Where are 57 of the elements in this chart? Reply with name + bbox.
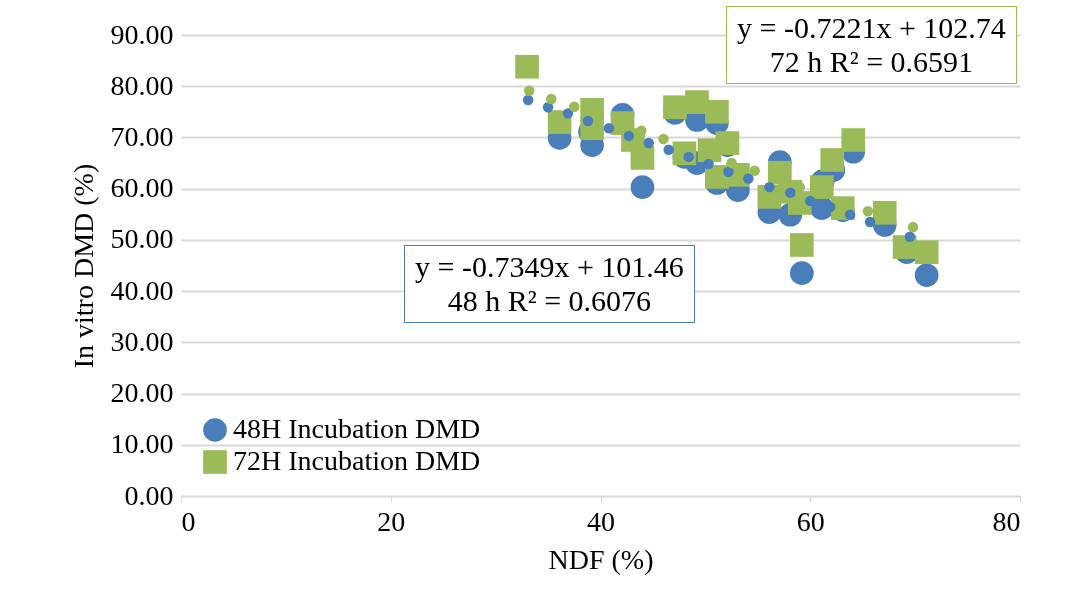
point [630,146,655,170]
point [790,233,814,257]
point [904,231,916,243]
y-tick-label: 30.00 [110,325,174,357]
point [809,175,834,199]
y-tick-label: 50.00 [110,223,174,255]
point [790,261,814,285]
point [523,85,535,97]
point [914,240,939,265]
point [723,166,734,177]
point [582,115,594,127]
point [643,137,654,149]
point [703,158,714,170]
point [764,181,775,193]
x-tick-label: 60 [796,505,825,537]
y-tick-label: 80.00 [110,69,174,101]
point [630,175,655,199]
y-axis-title: In vitro DMD (%) [67,163,99,369]
point [872,200,897,225]
point [864,216,876,228]
point [569,101,580,112]
point [705,100,729,124]
point [663,95,687,120]
y-tick-label: 90.00 [110,18,174,50]
y-tick-label: 0.00 [124,479,174,511]
point [685,90,709,114]
x-axis-title: NDF (%) [548,543,654,575]
y-tick-label: 70.00 [110,120,174,152]
point [522,94,534,106]
x-tick-label: 80 [992,505,1021,537]
point [663,144,674,155]
legend-label: 48H Incubation DMD [233,413,481,444]
point [749,165,760,176]
point [862,205,874,217]
annotation: y = -0.7349x + 101.46 48 h R² = 0.6076 [415,250,684,318]
point [820,148,845,172]
point [542,101,554,113]
y-tick-label: 10.00 [110,428,174,460]
x-tick-label: 0 [181,505,196,537]
point [914,263,939,288]
point [726,157,737,169]
x-tick-label: 20 [377,505,406,537]
point [515,54,539,79]
y-tick-label: 40.00 [110,274,174,306]
legend-label: 72H Incubation DMD [233,445,481,476]
y-tick-label: 20.00 [110,377,174,409]
y-tick-label: 60.00 [110,172,174,204]
point [603,122,615,134]
point [658,133,669,145]
point [743,173,754,184]
point [562,108,574,119]
annotation: y = -0.7221x + 102.74 72 h R² = 0.6591 [737,11,1006,79]
x-tick-label: 40 [587,505,615,537]
point [545,93,557,105]
point [907,221,919,233]
point [805,195,816,207]
point [841,128,866,152]
